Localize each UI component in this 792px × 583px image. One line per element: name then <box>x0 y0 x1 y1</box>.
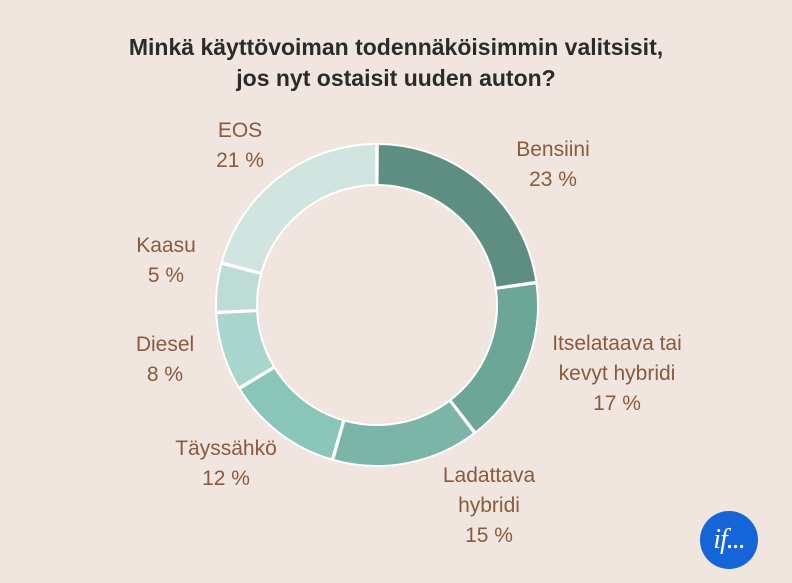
slice-itselataava-tai-kevyt-hybridi <box>448 282 539 434</box>
slice-labels: Bensiini 23 % Itselataava tai kevyt hybridi… <box>136 119 682 547</box>
slice-label: Ladattava hybridi 15 % <box>443 464 536 547</box>
slice-label: Bensiini 23 % <box>516 138 590 191</box>
slice-category-label: hybridi <box>458 494 520 517</box>
slice-value-label: 15 % <box>465 524 513 547</box>
slice-category-label: Itselataava tai <box>552 332 682 355</box>
slice-label: Täyssähkö 12 % <box>175 437 277 490</box>
slice-category-label: kevyt hybridi <box>559 362 676 385</box>
slice-label: Diesel 8 % <box>136 333 194 386</box>
slice-value-label: 17 % <box>593 392 641 415</box>
slice-täyssähkö <box>238 366 345 461</box>
slice-value-label: 8 % <box>147 363 183 386</box>
slice-category-label: Kaasu <box>136 234 196 257</box>
chart-title-line-2: jos nyt ostaisit uuden auton? <box>236 65 556 91</box>
slice-value-label: 21 % <box>216 149 264 172</box>
slice-diesel <box>215 310 276 390</box>
slice-value-label: 5 % <box>148 264 184 287</box>
if-logo: if... <box>700 511 758 569</box>
donut-slices <box>215 142 539 467</box>
slice-label: Kaasu 5 % <box>136 234 196 287</box>
logo-text: if... <box>713 524 746 555</box>
slice-label: Itselataava tai kevyt hybridi 17 % <box>552 332 682 415</box>
slice-value-label: 12 % <box>202 467 250 490</box>
slice-label: EOS 21 % <box>216 119 264 172</box>
chart-title: Minkä käyttövoiman todennäköisimmin vali… <box>0 32 792 94</box>
slice-ladattava-hybridi <box>332 399 476 467</box>
slice-category-label: Täyssähkö <box>175 437 277 460</box>
slice-category-label: EOS <box>218 119 262 142</box>
slice-bensiini <box>376 142 538 289</box>
slice-category-label: Ladattava <box>443 464 536 487</box>
slice-value-label: 23 % <box>529 168 577 191</box>
chart-title-line-1: Minkä käyttövoiman todennäköisimmin vali… <box>128 34 664 60</box>
slice-eos <box>220 142 378 275</box>
slice-category-label: Diesel <box>136 333 194 356</box>
slice-kaasu <box>215 262 263 313</box>
slice-category-label: Bensiini <box>516 138 590 161</box>
